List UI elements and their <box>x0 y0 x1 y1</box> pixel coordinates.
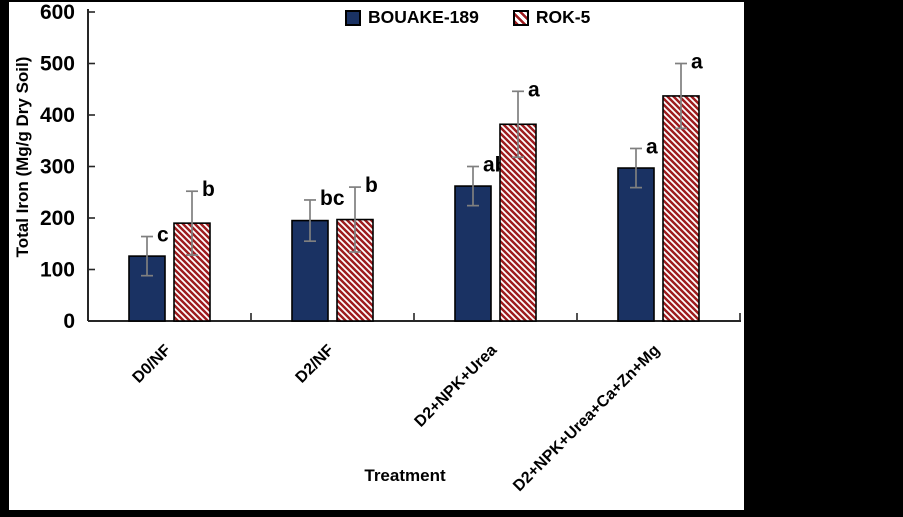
significance-letter: a <box>691 51 703 74</box>
chart-panel: 0 100 200 300 400 500 600 c b D0/NF bc b D2/NF ab a D2+… <box>9 2 744 510</box>
error-bar <box>630 147 642 189</box>
bar-rok-5-4 <box>662 95 700 322</box>
category-label-2: D2/NF <box>293 342 338 387</box>
error-bar <box>141 235 153 277</box>
bar-bouake-189-4 <box>617 167 655 322</box>
y-tick-label: 100 <box>40 259 75 282</box>
error-bar <box>304 199 316 243</box>
legend-swatch-solid <box>345 9 361 26</box>
error-bar <box>186 190 198 256</box>
significance-letter: a <box>528 78 540 101</box>
y-tick-label: 0 <box>63 310 75 333</box>
legend: BOUAKE-189 ROK-5 <box>345 7 590 28</box>
significance-letter: b <box>202 178 215 201</box>
y-tick-label: 300 <box>40 156 75 179</box>
error-bar <box>349 186 361 253</box>
error-bar <box>675 62 687 130</box>
bar-bouake-189-3 <box>454 185 492 322</box>
legend-label-series-2: ROK-5 <box>535 7 591 27</box>
category-label-1: D0/NF <box>130 342 175 387</box>
y-tick-label: 200 <box>40 207 75 230</box>
error-bar <box>512 90 524 159</box>
significance-letter: c <box>157 224 169 247</box>
legend-label-series-1: BOUAKE-189 <box>368 7 479 27</box>
y-tick-label: 500 <box>40 53 75 76</box>
error-bar <box>467 165 479 207</box>
bar-bouake-189-1 <box>128 255 166 322</box>
y-tick-label: 400 <box>40 104 75 127</box>
legend-swatch-hatched <box>512 9 529 26</box>
category-label-4: D2+NPK+Urea+Ca+Zn+Mg <box>510 342 663 495</box>
significance-letter: bc <box>320 187 345 210</box>
significance-letter: b <box>365 174 378 197</box>
category-label-3: D2+NPK+Urea <box>412 342 501 431</box>
significance-letter: a <box>646 135 658 158</box>
bar-plot: 0100200300400500600cbD0/NFbcbD2/NFabaD2+… <box>40 2 741 495</box>
y-tick-label: 600 <box>40 2 75 24</box>
y-axis-title: Total Iron (Mg/g Dry Soil) <box>13 56 32 258</box>
x-axis-title: Treatment <box>364 466 446 485</box>
